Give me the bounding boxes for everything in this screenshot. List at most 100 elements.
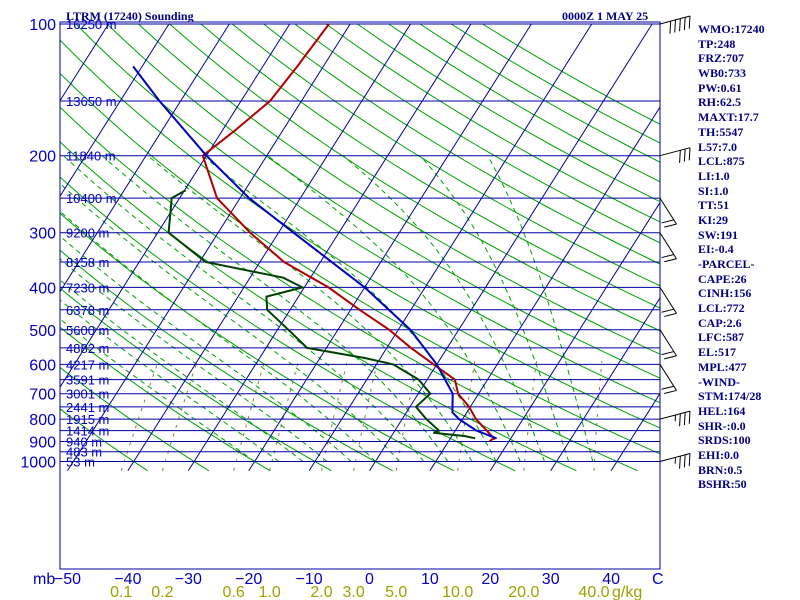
height-label: 10400 m [66,191,117,206]
wind-barb [659,453,691,469]
temperature-tick-label: −40 [114,571,141,588]
height-label: 1414 m [66,424,109,439]
mixing-ratio-label: 40.0 [578,584,609,600]
index-entry: SRDS:100 [698,433,751,448]
wind-barb-feather [661,385,674,390]
wind-barb [659,364,677,394]
height-label: 53 m [66,455,95,470]
wind-barb [659,147,691,163]
isotherm-line [60,23,170,198]
index-entry: EHI:0.0 [698,447,740,462]
index-entry: TT:51 [698,198,730,213]
wind-barb-feather [688,15,691,29]
wind-barb-feather [669,21,672,34]
index-entry: -WIND- [698,374,740,389]
dry-adiabat [60,408,148,472]
wind-barb [659,287,677,317]
index-entry: HEL:164 [698,403,746,418]
index-entry: CAP:2.6 [698,315,742,330]
dry-adiabat [60,326,271,472]
dry-adiabat [60,72,660,455]
pressure-label: 500 [29,323,56,340]
dry-adiabat [60,39,660,429]
wind-barb-feather [683,148,686,162]
temperature-tick-label: −50 [54,571,81,588]
dry-adiabat [231,23,660,287]
temperature-line [201,23,498,443]
height-label: 4217 m [66,357,109,372]
pressure-label: 700 [29,387,56,404]
isotherm-line [610,392,660,472]
wind-barb-feather [688,147,691,161]
wind-barb-feather [664,258,677,263]
temperature-unit-label: C [652,571,664,588]
mixing-ratio-unit-label: g/kg [612,584,642,600]
temperature-tick-label: 40 [602,571,620,588]
isotherms [60,23,660,472]
height-label: 13650 m [66,94,117,109]
sounding-profiles [132,23,498,443]
index-entry: SHR-:0.0 [698,418,746,433]
height-label: 16250 m [66,17,117,32]
isobars [60,23,660,462]
mixing-ratio-line [523,361,537,471]
height-label: 11840 m [66,149,116,164]
wind-barb-feather [679,18,681,32]
mixing-ratio-label: 0.1 [110,584,132,600]
dry-adiabat [60,176,516,472]
wind-barb-feather [679,413,681,427]
mixing-ratio-label: 0.2 [151,584,173,600]
isotherm-line [308,23,593,472]
index-entry: FRZ:707 [698,51,744,66]
index-entry: LCL:875 [698,154,745,169]
wind-barb-feather [664,355,677,360]
wind-barbs [659,15,691,469]
wind-barb [659,410,691,427]
wind-barb-feather [661,351,674,356]
isotherm-line [550,297,660,472]
isotherm-line [67,23,351,472]
height-label: 7230 m [66,280,109,295]
wind-barb-feather [661,219,674,224]
index-entry: CAPE:26 [698,271,747,286]
index-entry: L57:7.0 [698,139,737,154]
pressure-label: 600 [29,357,56,374]
wind-barb-feather [683,17,686,30]
chart-title: LTRM (17240) Sounding [66,9,194,23]
wind-barb-feather [661,308,674,313]
index-entry: BSHR:50 [698,477,747,492]
index-entry: EL:517 [698,345,737,360]
isotherm-line [489,201,660,472]
stability-indices-panel: WMO:17240 TP:248 FRZ:707 WB0:733 PW:0.61 RH:6… [698,22,798,492]
pressure-label: 300 [29,226,56,243]
mixing-ratio-label: 5.0 [385,584,407,600]
wind-barb-feather [664,389,677,394]
temperature-tick-label: −30 [175,571,202,588]
mixing-ratio-label: 1.0 [258,584,280,600]
height-label: 940 m [66,435,102,450]
pressure-unit-label: mb [33,571,55,588]
index-entry: MAXT:17.7 [698,110,759,125]
index-entry: WB0:733 [698,66,746,81]
height-label: 483 m [66,445,102,460]
temperature-tick-label: 30 [542,571,560,588]
temperature-tick-label: −10 [296,571,323,588]
pressure-label: 100 [29,17,56,34]
index-entry: STM:174/28 [698,389,762,404]
dry-adiabat [106,23,660,379]
moist-adiabat [60,318,255,462]
dry-adiabat [200,23,660,309]
wind-barb-feather [683,454,686,468]
mixing-ratio-line [120,361,159,471]
index-entry: PW:0.61 [698,80,742,95]
wind-barb-feather [679,150,681,163]
height-labels: 16250 m 13650 m 11840 m 10400 m 9200 m 8158 m… [66,17,117,470]
temperature-tick-label: 20 [481,571,499,588]
height-label: 2441 m [66,400,109,415]
dry-adiabat [60,287,332,472]
index-entry: KI:29 [698,212,728,227]
index-entry: SI:1.0 [698,183,729,198]
valid-time: 0000Z 1 MAY 25 [562,9,648,23]
wind-barb [659,15,691,34]
dry-adiabat [325,23,660,223]
